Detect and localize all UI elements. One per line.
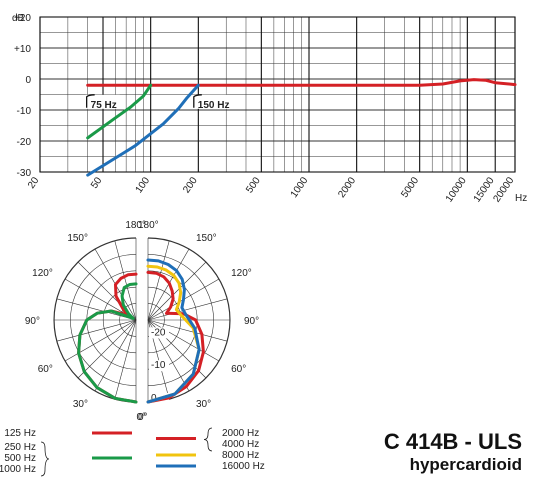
polar-grid-spoke (147, 319, 228, 342)
series-line (86, 78, 517, 87)
legend-label: 2000 Hz (222, 428, 259, 439)
plot-frame (39, 16, 516, 173)
series-line (86, 83, 153, 140)
polar-angle-label: 90° (244, 316, 259, 327)
polar-grid-spoke (64, 319, 137, 362)
polar-angle-label: 0° (136, 412, 146, 423)
annotation-background (85, 94, 120, 109)
filter-annotation: 75 Hz (91, 100, 117, 111)
polar-angle-label: 0° (138, 412, 148, 423)
polar-angle-label: 150° (196, 233, 217, 244)
legend-label: 125 Hz (4, 428, 36, 439)
legend-brace (203, 427, 213, 452)
polar-grid-spoke (114, 240, 137, 321)
filter-symbol-icon (86, 94, 95, 108)
polar-angle-label: 90° (25, 316, 40, 327)
polar-grid-spoke (94, 319, 137, 392)
polar-radius-label: -20 (151, 327, 166, 338)
y-tick-label: +20 (14, 13, 31, 24)
legend-label: 500 Hz (4, 453, 36, 464)
legend-label: 16000 Hz (222, 461, 265, 472)
polar-angle-label: 60° (231, 364, 246, 375)
legend-label: 250 Hz (4, 442, 36, 453)
polar-angle-label: 180° (125, 220, 146, 231)
polar-grid-spoke (77, 319, 137, 379)
legend-brace (40, 441, 50, 477)
polar-radius-label: -10 (151, 360, 166, 371)
polar-grid-spoke (147, 298, 228, 321)
polar-angle-label: 120° (231, 268, 252, 279)
model-name: C 414B - ULS (383, 429, 522, 454)
legend-label: 1000 Hz (0, 464, 36, 475)
polar-pattern-line (77, 272, 138, 404)
polar-pattern-line (77, 282, 138, 404)
polar-grid-spoke (147, 261, 207, 321)
polar-radius-label: 0 (151, 393, 157, 404)
product-title: C 414B - ULS hypercardioid (384, 430, 522, 476)
rtick-label-background (149, 360, 169, 372)
polar-grid-spoke (114, 319, 137, 400)
y-tick-label: +10 (14, 44, 31, 55)
polar-angle-label: 30° (73, 399, 88, 410)
filter-symbol-icon (193, 94, 202, 108)
polar-pattern-line (146, 270, 205, 404)
y-axis-label: dB (12, 13, 25, 24)
y-tick-label: -10 (17, 106, 32, 117)
polar-grid-spoke (56, 319, 137, 342)
polar-angle-label: 120° (32, 268, 53, 279)
filter-annotation: 150 Hz (198, 100, 230, 111)
x-axis-label: Hz (515, 193, 527, 204)
legend-label: 8000 Hz (222, 450, 259, 461)
polar-angle-label: 180° (138, 220, 159, 231)
y-tick-label: -20 (17, 137, 32, 148)
polar-pattern-line (146, 258, 201, 404)
annotation-background (192, 94, 227, 109)
legend-label: 4000 Hz (222, 439, 259, 450)
rtick-label-background (149, 327, 169, 339)
polar-angle-label: 150° (67, 233, 88, 244)
polar-grid-spoke (147, 240, 170, 321)
pattern-name: hypercardioid (409, 455, 522, 474)
series-line (86, 83, 200, 177)
polar-gap (137, 228, 147, 412)
y-tick-label: -30 (17, 168, 32, 179)
polar-angle-label: 30° (196, 399, 211, 410)
polar-angle-label: 60° (38, 364, 53, 375)
polar-grid-spoke (147, 319, 220, 362)
y-tick-label: 0 (25, 75, 31, 86)
